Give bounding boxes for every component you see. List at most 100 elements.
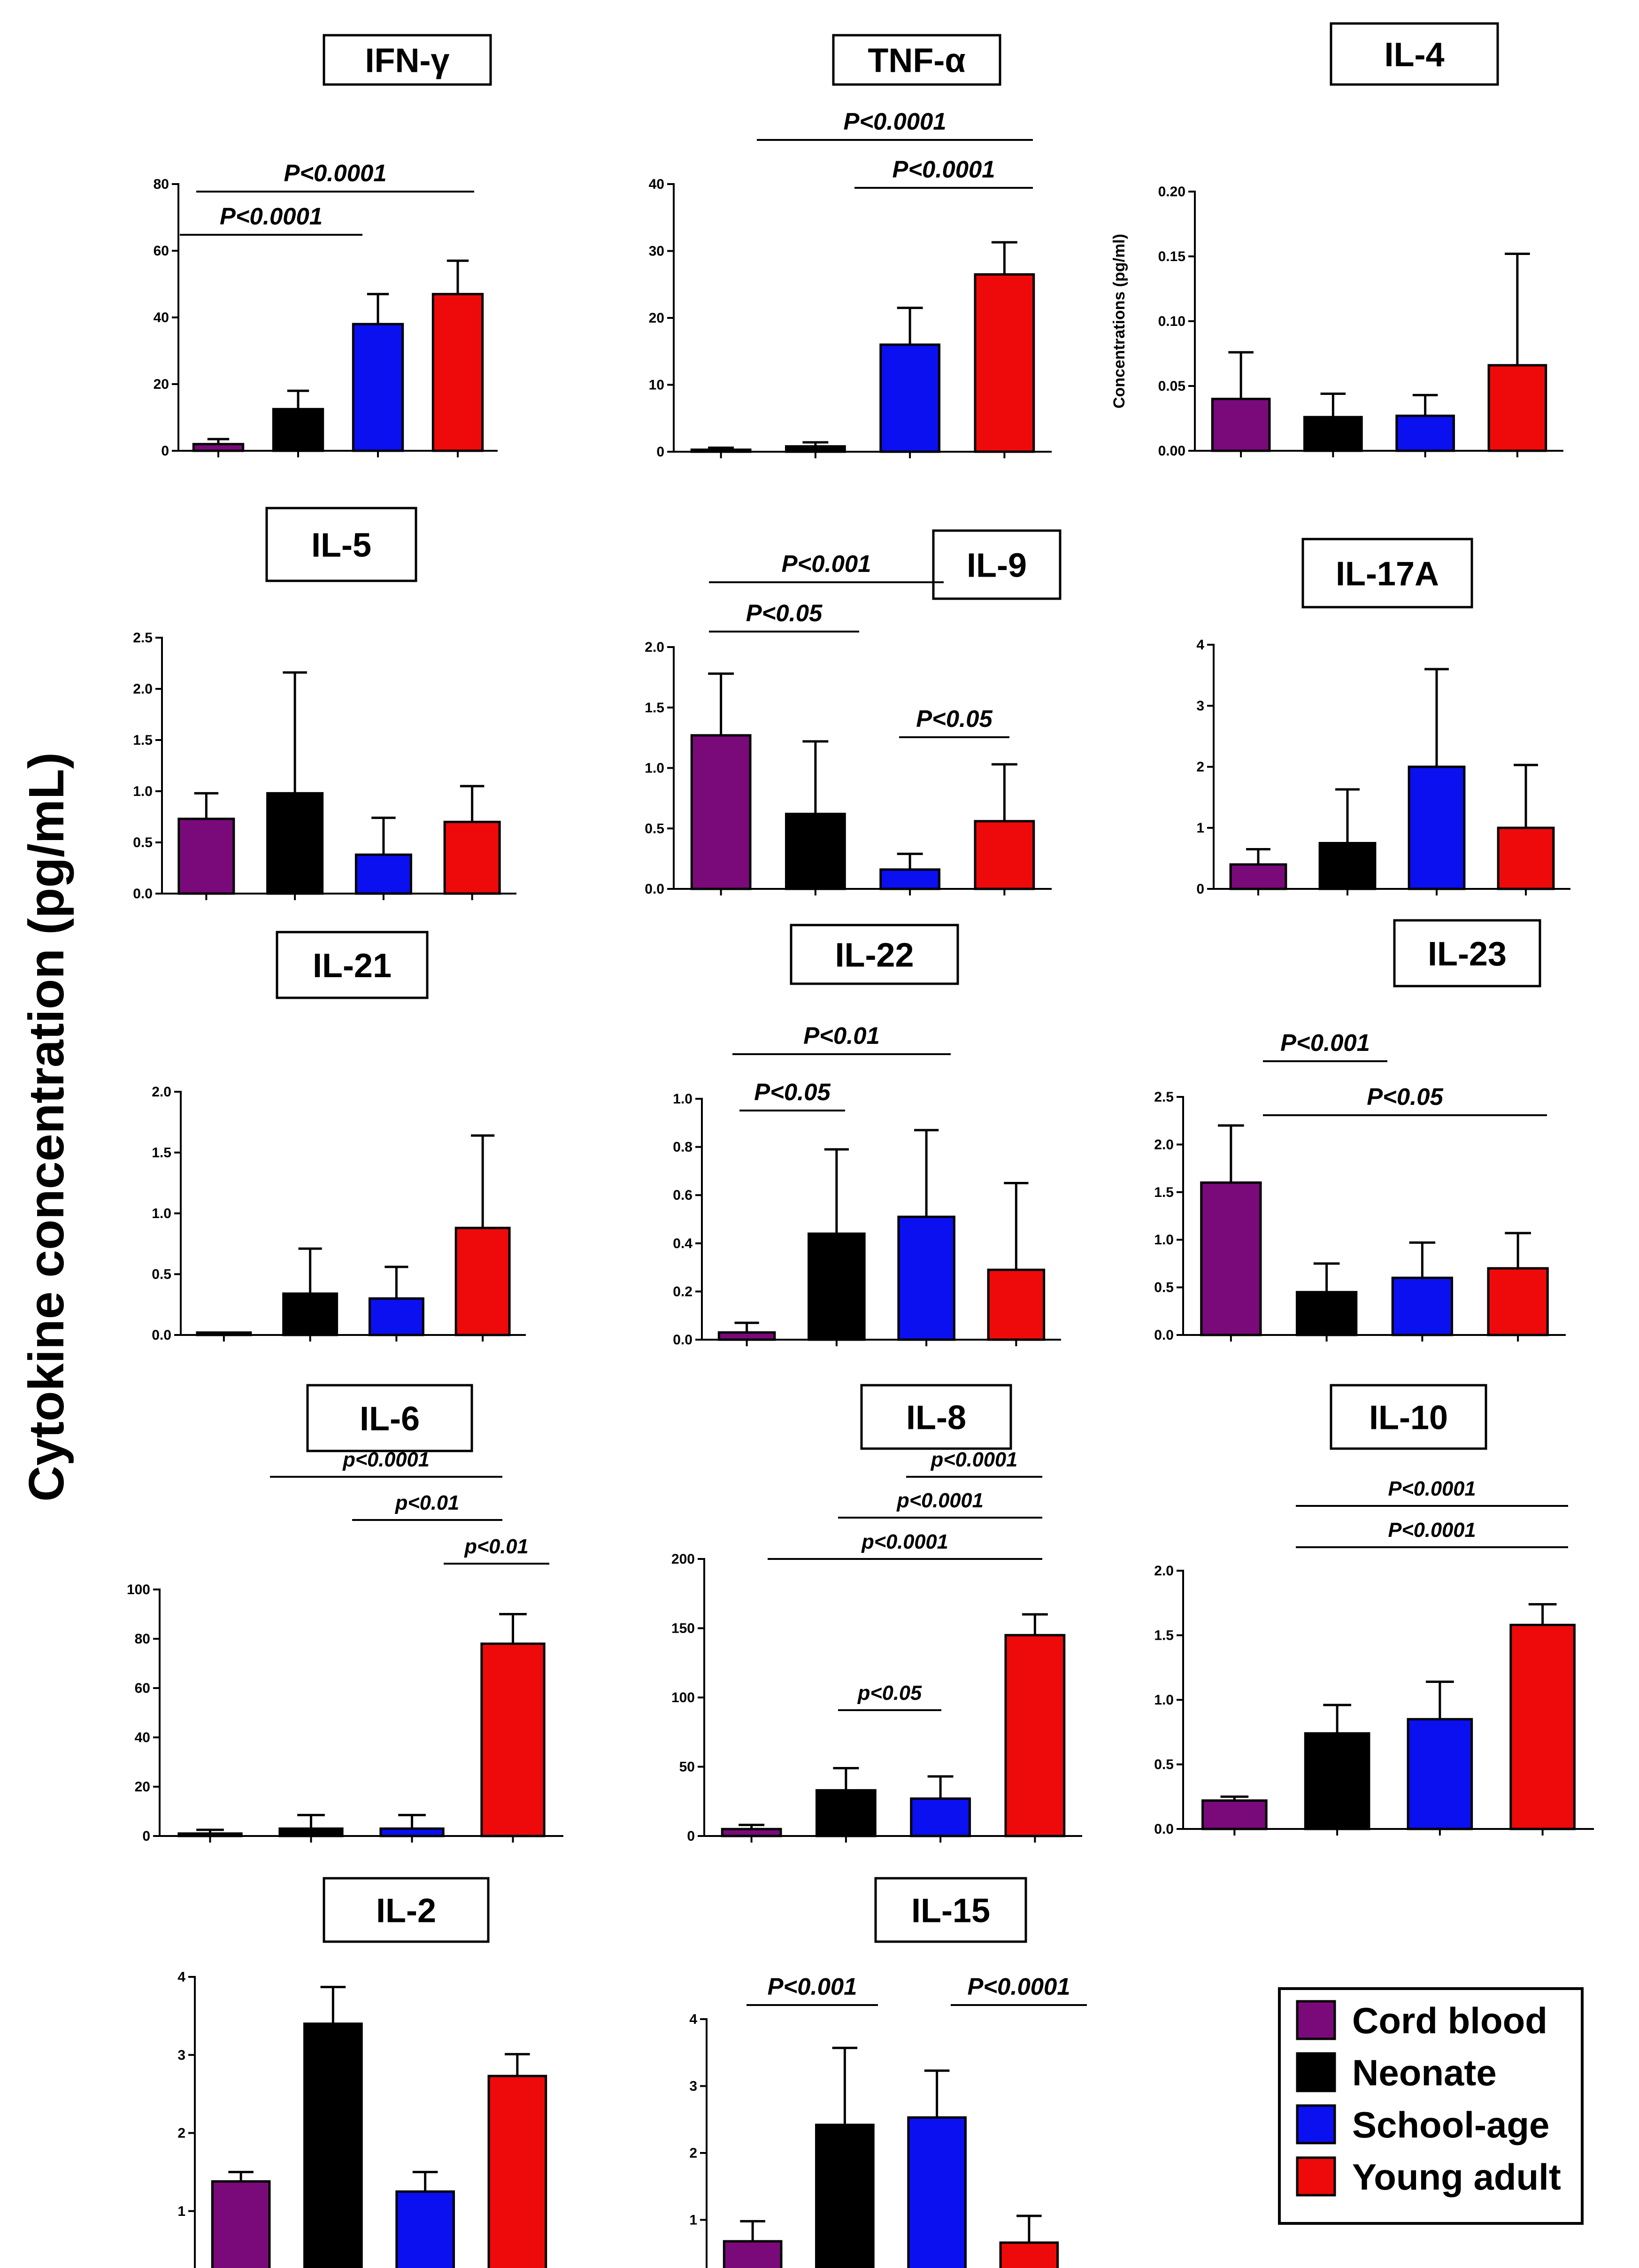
significance-label: P<0.05 xyxy=(916,705,993,732)
y-tick-label: 2.5 xyxy=(133,630,153,646)
bar-young-adult xyxy=(974,820,1035,890)
panel-title-box xyxy=(832,34,1001,86)
bar-cord-blood xyxy=(717,1331,776,1341)
y-tick-label: 2 xyxy=(1196,759,1204,775)
y-tick-label: 0.5 xyxy=(1154,1757,1174,1773)
legend-swatch-neonate xyxy=(1296,2052,1336,2092)
legend: Cord blood Neonate School-age Young adult xyxy=(1278,1987,1584,2225)
panel-title-box xyxy=(874,1877,1027,1943)
bar-neonate xyxy=(303,2022,363,2268)
bar-neonate xyxy=(282,1292,339,1336)
bar-neonate xyxy=(785,812,846,890)
bar-young-adult xyxy=(454,1227,511,1336)
y-tick-label: 0.2 xyxy=(673,1284,693,1299)
panel-title-box xyxy=(932,529,1062,600)
y-tick-label: 1.5 xyxy=(645,700,664,716)
bar-young-adult xyxy=(431,293,484,452)
bar-school-age xyxy=(879,343,941,453)
bar-school-age xyxy=(1395,414,1455,452)
significance-label: P<0.05 xyxy=(746,600,823,626)
significance-label: P<0.0001 xyxy=(1388,1478,1476,1500)
y-tick-label: 0.6 xyxy=(673,1188,693,1203)
bar-cord-blood xyxy=(1201,1799,1268,1830)
bar-young-adult xyxy=(1487,1267,1549,1336)
panel-title-box xyxy=(1330,22,1499,86)
panel-il-23: IL-23 0.0 0.5 1.0 1.5 2.0 2.5 P<0.001 P<0.05 xyxy=(1154,919,1566,1343)
significance-label: P<0.001 xyxy=(1280,1029,1370,1056)
panel-title: IL-9 xyxy=(967,547,1027,585)
y-tick-label: 1.0 xyxy=(133,784,153,799)
bar-young-adult xyxy=(999,2241,1059,2268)
legend-swatch-young-adult xyxy=(1296,2156,1336,2197)
bar-young-adult xyxy=(987,1268,1046,1341)
bar-young-adult xyxy=(1509,1624,1576,1830)
panel-il-4: IL-4 0.00 0.05 0.10 0.15 0.20 Concentrations (… xyxy=(1110,22,1563,459)
bar-school-age xyxy=(1391,1276,1454,1336)
bar-young-adult xyxy=(1487,364,1547,452)
legend-label-school-age: School-age xyxy=(1352,2104,1549,2145)
y-tick-label: 0.0 xyxy=(1154,1821,1174,1837)
bar-cord-blood xyxy=(192,443,245,452)
y-tick-label: 2 xyxy=(177,2126,185,2141)
significance-label: P<0.01 xyxy=(803,1022,880,1049)
y-tick-label: 0.15 xyxy=(1158,249,1185,264)
y-tick-label: 0.4 xyxy=(673,1236,693,1251)
y-tick-label: 0.0 xyxy=(133,886,153,902)
panel-il-21: IL-21 0.0 0.5 1.0 1.5 2.0 xyxy=(152,931,526,1343)
y-tick-label: 1 xyxy=(177,2204,185,2219)
bar-school-age xyxy=(1407,1718,1473,1830)
y-tick-label: 2.5 xyxy=(1154,1089,1174,1105)
y-tick-label: 60 xyxy=(154,243,169,259)
bar-cord-blood xyxy=(1200,1181,1262,1336)
significance-label: P<0.0001 xyxy=(892,156,995,183)
panel-il-17a: IL-17A 0 1 2 3 4 xyxy=(1196,538,1570,897)
bar-cord-blood xyxy=(723,2240,783,2268)
bar-school-age xyxy=(910,1797,971,1837)
panel-title-box xyxy=(323,34,492,86)
bar-neonate xyxy=(1303,416,1363,452)
significance-label: P<0.0001 xyxy=(967,1973,1070,2000)
significance-label: p<0.0001 xyxy=(342,1449,430,1471)
y-tick-label: 4 xyxy=(177,1969,185,1985)
y-tick-label: 0.20 xyxy=(1158,184,1185,200)
bar-young-adult xyxy=(480,1643,546,1837)
bar-neonate xyxy=(815,2123,875,2268)
panel-title: IL-8 xyxy=(906,1399,966,1437)
bar-cord-blood xyxy=(1229,863,1287,890)
y-tick-label: 3 xyxy=(177,2047,185,2063)
panel-tnf: TNF-α 0 10 20 30 40 P<0.0001 P<0.0001 xyxy=(649,34,1052,460)
significance-label: p<0.0001 xyxy=(931,1449,1018,1471)
y-tick-label: 60 xyxy=(135,1681,150,1696)
significance-label: P<0.05 xyxy=(754,1079,831,1105)
y-tick-label: 1.5 xyxy=(133,733,153,748)
y-tick-label: 4 xyxy=(689,2012,697,2027)
y-tick-label: 0.0 xyxy=(152,1327,171,1343)
panel-ifn: IFN-γ 0 20 40 60 80 P<0.0001 P<0.0001 xyxy=(154,34,498,459)
figure-ylabel: Cytokine concentration (pg/mL) xyxy=(19,752,74,1502)
y-tick-label: 0.8 xyxy=(673,1140,693,1155)
bar-school-age xyxy=(379,1827,445,1837)
significance-label: P<0.001 xyxy=(782,550,871,577)
bar-neonate xyxy=(815,1789,877,1837)
panels: IFN-γ020406080P<0.0001P<0.0001TNF-α01020… xyxy=(127,22,1594,2268)
y-tick-label: 2.0 xyxy=(152,1084,171,1100)
y-tick-label: 0.00 xyxy=(1158,443,1185,459)
panel-title-box xyxy=(265,507,417,582)
y-tick-label: 2.0 xyxy=(645,640,664,655)
bar-cord-blood xyxy=(1211,398,1271,452)
significance-label: P<0.0001 xyxy=(220,203,323,230)
significance-label: p<0.01 xyxy=(395,1492,459,1514)
y-tick-label: 80 xyxy=(135,1631,150,1647)
panel-title: IL-4 xyxy=(1384,36,1444,74)
bar-neonate xyxy=(1304,1732,1370,1830)
y-tick-label: 0 xyxy=(687,1828,695,1844)
panel-il-9: IL-9 0.0 0.5 1.0 1.5 2.0 P<0.001 P<0.05 P<0.05 xyxy=(645,529,1062,897)
y-tick-label: 20 xyxy=(135,1779,150,1795)
legend-swatch-school-age xyxy=(1296,2104,1336,2145)
bar-young-adult xyxy=(974,273,1035,453)
y-tick-label: 30 xyxy=(649,244,664,259)
y-tick-label: 20 xyxy=(649,310,664,326)
bar-neonate xyxy=(808,1232,866,1341)
bar-school-age xyxy=(368,1297,424,1336)
panel-il-6: IL-6 0 20 40 60 80 100 p<0.01p<0.01 p<0.0001 xyxy=(127,1384,563,1844)
